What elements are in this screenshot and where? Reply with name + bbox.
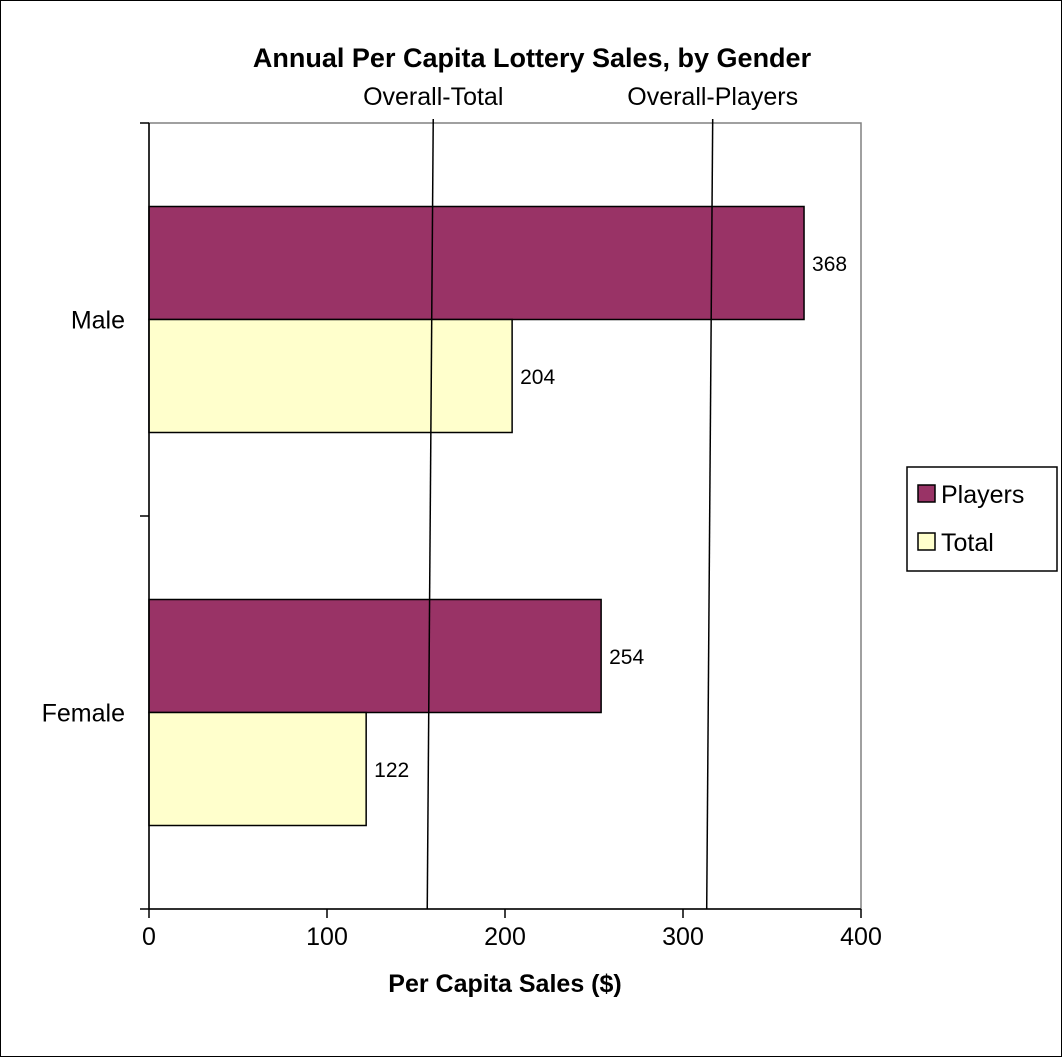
data-label-female-total: 122	[374, 759, 409, 782]
x-tick-label-400: 400	[840, 923, 882, 951]
reference-line-overall-total	[426, 118, 434, 910]
data-label-male-total: 204	[520, 366, 555, 389]
bars-layer	[148, 205, 805, 827]
data-label-female-players: 254	[609, 646, 644, 669]
legend: Players Total	[906, 466, 1058, 572]
legend-swatch-players	[917, 484, 936, 503]
data-labels-layer: 368 204 254 122	[374, 253, 847, 782]
reference-line-label-overall-total: Overall-Total	[363, 83, 503, 111]
bar-female-players	[148, 598, 602, 714]
x-tick-label-100: 100	[306, 923, 348, 951]
bar-female-total	[148, 711, 367, 827]
y-axis-ticks	[140, 122, 149, 910]
x-tick-label-300: 300	[662, 923, 704, 951]
category-label-female: Female	[42, 700, 125, 728]
reference-line-label-overall-players: Overall-Players	[627, 83, 798, 111]
category-label-male: Male	[71, 307, 125, 335]
x-tick-label-0: 0	[142, 923, 156, 951]
legend-label-total: Total	[941, 529, 994, 557]
bar-male-players	[148, 205, 805, 321]
x-axis-ticks: 0 100 200 300 400	[142, 909, 882, 951]
reference-line-overall-players	[705, 118, 714, 910]
category-labels: Male Female	[42, 307, 125, 728]
chart-title: Annual Per Capita Lottery Sales, by Gend…	[253, 43, 812, 73]
x-tick-label-200: 200	[484, 923, 526, 951]
legend-label-players: Players	[941, 481, 1024, 509]
x-axis-title: Per Capita Sales ($)	[388, 970, 621, 998]
data-label-male-players: 368	[812, 253, 847, 276]
legend-swatch-total	[917, 532, 936, 551]
bar-male-total	[148, 318, 513, 434]
reference-lines-layer: Overall-Total Overall-Players	[363, 83, 798, 910]
